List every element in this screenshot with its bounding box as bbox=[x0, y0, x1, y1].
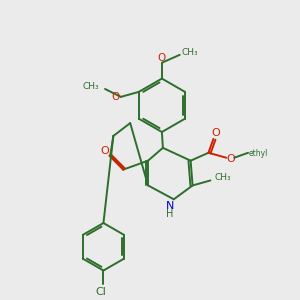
Text: ethyl: ethyl bbox=[248, 149, 268, 158]
Text: CH₃: CH₃ bbox=[181, 48, 198, 57]
Text: O: O bbox=[227, 154, 236, 164]
Text: CH₃: CH₃ bbox=[214, 173, 231, 182]
Text: CH₃: CH₃ bbox=[83, 82, 100, 91]
Text: Cl: Cl bbox=[95, 287, 106, 297]
Text: O: O bbox=[211, 128, 220, 138]
Text: H: H bbox=[166, 209, 173, 219]
Text: O: O bbox=[112, 92, 120, 102]
Text: O: O bbox=[158, 53, 166, 63]
Text: N: N bbox=[166, 201, 174, 211]
Text: O: O bbox=[100, 146, 109, 156]
